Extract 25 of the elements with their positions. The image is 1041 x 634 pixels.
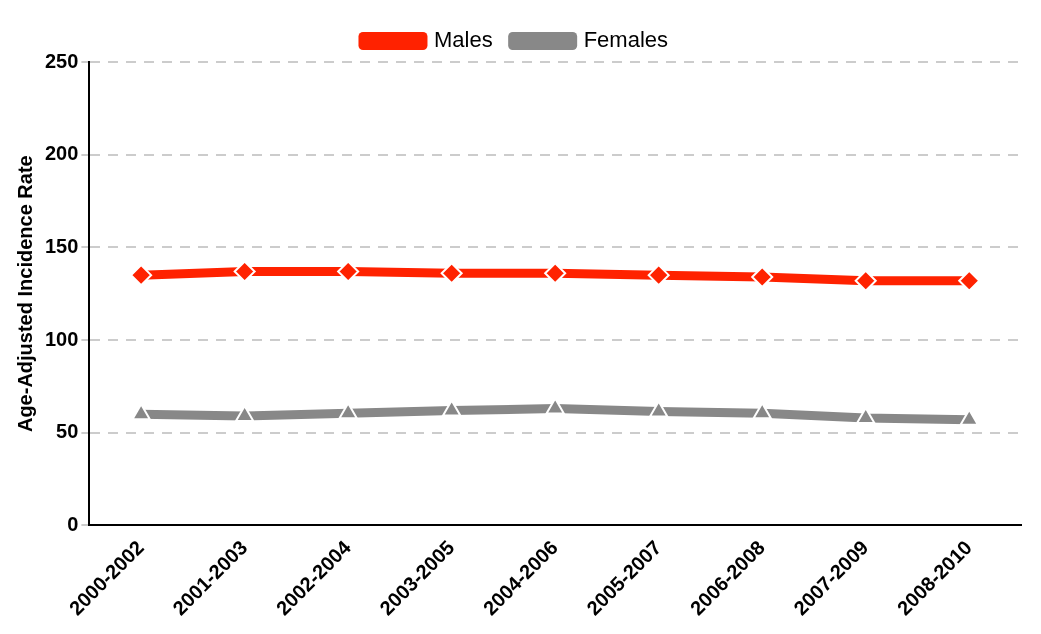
point bbox=[440, 262, 463, 285]
point bbox=[337, 260, 360, 283]
point bbox=[958, 269, 981, 292]
point bbox=[233, 260, 256, 283]
point bbox=[545, 397, 565, 415]
y-tick-label: 50 bbox=[56, 420, 79, 443]
point bbox=[649, 400, 669, 418]
y-tick-label: 200 bbox=[44, 142, 79, 165]
y-tick-label: 0 bbox=[67, 512, 79, 535]
point bbox=[442, 399, 462, 417]
y-axis-title: Age-Adjusted Incidence Rate bbox=[13, 155, 36, 433]
y-tick-label: 150 bbox=[44, 234, 79, 257]
point bbox=[647, 264, 670, 287]
y-tick-label: 250 bbox=[44, 49, 79, 72]
y-tick-label: 100 bbox=[44, 327, 79, 350]
point bbox=[338, 402, 358, 420]
point bbox=[854, 269, 877, 292]
point bbox=[752, 402, 772, 420]
point bbox=[131, 403, 151, 421]
legend-label: Males bbox=[433, 27, 493, 53]
point bbox=[751, 266, 774, 289]
point bbox=[130, 264, 153, 287]
legend-label: Females bbox=[583, 27, 669, 53]
point bbox=[544, 262, 567, 285]
point bbox=[234, 405, 255, 423]
